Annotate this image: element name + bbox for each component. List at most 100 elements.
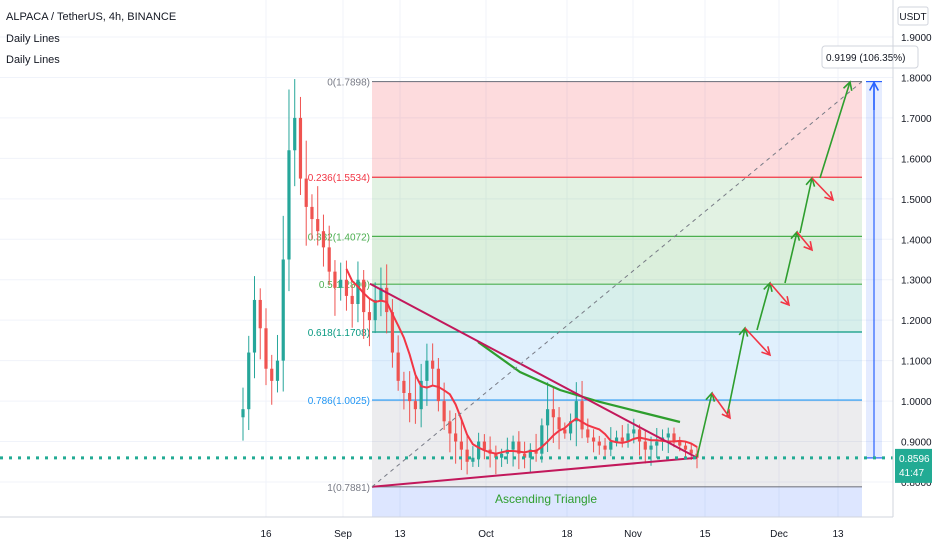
projection-arrow-shaft (769, 282, 790, 306)
current-price-tag (895, 448, 932, 483)
candle-body (454, 433, 458, 442)
candle-body (293, 117, 297, 151)
candle-body (247, 352, 251, 410)
fib-zone-extension (372, 486, 862, 517)
currency-button[interactable] (897, 6, 929, 26)
x-axis-tick-label: 16 (260, 529, 272, 540)
price-axis-tick-label: 1.9000 (901, 33, 932, 44)
support-trendline[interactable] (371, 456, 698, 488)
candle-body (385, 287, 389, 313)
currency-button-label: USDT (899, 12, 926, 23)
projection-arrow-shaft (744, 327, 771, 356)
candle-body (367, 312, 372, 321)
candle-body (482, 441, 486, 450)
price-axis-tick-label: 1.2000 (901, 316, 932, 327)
price-axis-tick-label: 0.8000 (901, 478, 932, 489)
candle-body (333, 271, 337, 288)
candle-body (591, 437, 596, 442)
candle-body (436, 368, 440, 402)
pattern-label: Ascending Triangle (495, 492, 597, 506)
indicator-legend-1[interactable]: Daily Lines (6, 32, 60, 46)
indicator-name: Daily Lines (6, 54, 60, 66)
candle-body (362, 279, 366, 313)
candle-body (316, 219, 320, 232)
candle-body (258, 299, 262, 329)
x-axis-tick-label: Sep (334, 529, 352, 540)
candle-body (568, 421, 573, 434)
price-axis-tick-label: 1.7000 (901, 114, 932, 125)
candle-body (471, 457, 475, 462)
fib-level-label: 0.5(1.2890) (319, 280, 370, 291)
candle-body (517, 441, 521, 454)
candle-body (270, 368, 274, 381)
candle-body (545, 409, 550, 426)
candle-body (344, 279, 349, 296)
price-axis-tick-label: 1.5000 (901, 195, 932, 206)
fib-level-label: 0.786(1.0025) (308, 396, 370, 407)
candle-body (655, 441, 659, 446)
candle-body (321, 231, 326, 248)
candle-body (672, 433, 676, 442)
candle-body (643, 441, 647, 450)
fib-level-label: 0.236(1.5534) (308, 173, 370, 184)
candle-body (379, 287, 383, 300)
candle-body (632, 429, 636, 434)
price-axis-tick-label: 1.0000 (901, 397, 932, 408)
candle-body (586, 429, 590, 438)
x-axis-tick-label: 18 (561, 529, 573, 540)
candle-body (448, 421, 452, 434)
candle-body (603, 445, 607, 450)
candle-body (241, 409, 245, 418)
candle-body (609, 441, 613, 450)
projection-arrow-head (780, 296, 791, 307)
measure-label-text: 0.9199 (106.35%) (826, 53, 906, 64)
candle-body (431, 360, 435, 369)
projection-arrow-shaft (726, 327, 746, 417)
fib-level-label: 0.618(1.1708) (308, 328, 370, 339)
fib-zone (372, 81, 862, 178)
candle-body (666, 433, 670, 438)
candle-body (252, 299, 257, 353)
symbol-legend[interactable]: ALPACA / TetherUS, 4h, BINANCE (6, 10, 176, 24)
candle-body (626, 433, 630, 442)
candle-body (275, 360, 280, 381)
candle-body (528, 449, 532, 458)
projection-arrow-shaft (819, 81, 851, 179)
grid-lines (0, 0, 893, 517)
projection-arrow-shaft (784, 231, 798, 284)
candle-body (574, 401, 578, 422)
candle-body (494, 453, 498, 458)
price-axis-tick-label: 1.1000 (901, 357, 932, 368)
candle-body (459, 441, 463, 450)
indicator-name: Daily Lines (6, 33, 60, 45)
candle-body (465, 449, 469, 462)
candle-body (442, 401, 446, 422)
candle-body (551, 409, 555, 418)
moving-average-red (345, 268, 698, 455)
indicator-legend-2[interactable]: Daily Lines (6, 53, 60, 67)
candle-body (350, 295, 354, 304)
x-axis-tick-label: Dec (770, 529, 788, 540)
candle-body (649, 445, 653, 450)
candle-body (310, 206, 314, 220)
fib-level-label: 0.382(1.4072) (308, 232, 370, 243)
x-axis-tick-label: 13 (832, 529, 844, 540)
projection-arrow-shaft (756, 282, 771, 331)
candle-body (419, 380, 423, 410)
candle-body (511, 441, 515, 450)
fib-level-label: 1(0.7881) (327, 483, 370, 494)
fib-level-label: 0(1.7898) (327, 78, 370, 89)
candle-body (689, 449, 693, 454)
candle-body (522, 453, 527, 458)
resistance-trendline[interactable] (369, 282, 698, 459)
candle-body (298, 117, 303, 179)
candle-body (390, 312, 395, 353)
fib-zone (372, 177, 862, 237)
projection-arrow-shaft (799, 177, 813, 234)
x-axis-tick-label: Nov (624, 529, 642, 540)
candle-body (425, 360, 429, 381)
candle-body (620, 437, 624, 442)
candle-body (557, 417, 561, 430)
